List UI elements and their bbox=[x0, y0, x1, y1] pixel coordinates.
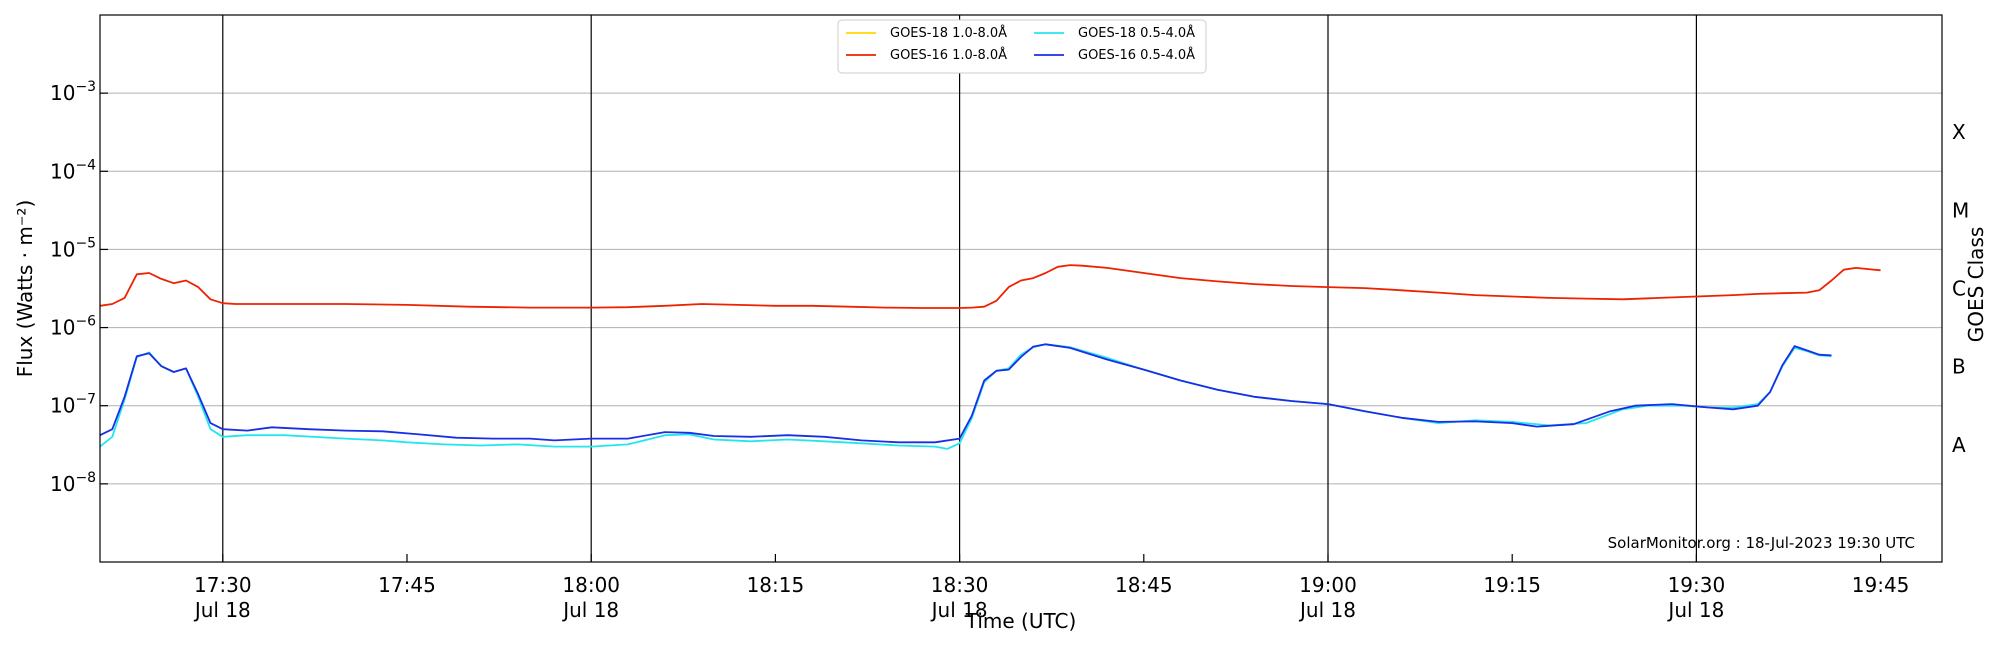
x-tick-date-label: Jul 18 bbox=[1298, 598, 1356, 622]
x-tick-label: 17:30 bbox=[194, 573, 252, 597]
legend: GOES-18 1.0-8.0Å GOES-16 1.0-8.0Å GOES-18 … bbox=[837, 19, 1207, 74]
legend-label: GOES-16 1.0-8.0Å bbox=[890, 47, 1007, 63]
y-axis-title: Flux (Watts · m⁻²) bbox=[13, 200, 37, 378]
time-marker-lines bbox=[222, 15, 1698, 562]
series-line bbox=[99, 264, 1881, 309]
footer-credit: SolarMonitor.org : 18-Jul-2023 19:30 UTC bbox=[1608, 534, 1915, 552]
series-lines bbox=[99, 264, 1881, 450]
goes-class-label: A bbox=[1952, 433, 1966, 457]
y-tick-label: 10−8 bbox=[50, 470, 96, 496]
x-tick-label: 18:00 bbox=[562, 573, 620, 597]
grid-lines bbox=[100, 92, 1942, 485]
x-tick-date-label: Jul 18 bbox=[1666, 598, 1724, 622]
x-tick-label: 19:15 bbox=[1483, 573, 1541, 597]
x-tick-label: 18:30 bbox=[931, 573, 989, 597]
x-tick-label: 18:15 bbox=[747, 573, 805, 597]
y-tick-label: 10−7 bbox=[50, 392, 96, 418]
x-tick-label: 19:45 bbox=[1852, 573, 1910, 597]
goes-class-label: B bbox=[1952, 355, 1966, 379]
goes-class-label: C bbox=[1952, 277, 1966, 301]
y-tick-label: 10−4 bbox=[50, 157, 96, 183]
x-tick-label: 18:45 bbox=[1115, 573, 1173, 597]
legend-label: GOES-16 0.5-4.0Å bbox=[1078, 47, 1195, 63]
series-line bbox=[99, 343, 1832, 444]
x-tick-label: 19:30 bbox=[1668, 573, 1726, 597]
x-tick-date-label: Jul 18 bbox=[930, 598, 988, 622]
legend-label: GOES-18 0.5-4.0Å bbox=[1078, 25, 1195, 41]
x-axis-title: Time (UTC) bbox=[965, 609, 1077, 633]
goes-class-axis-title: GOES Class bbox=[1964, 227, 1988, 343]
y-tick-label: 10−5 bbox=[50, 235, 96, 261]
legend-box bbox=[837, 19, 1207, 74]
goes-class-label: M bbox=[1952, 198, 1969, 222]
y-tick-label: 10−6 bbox=[50, 314, 96, 340]
x-tick-label: 19:00 bbox=[1299, 573, 1357, 597]
goes-class-label: X bbox=[1952, 120, 1966, 144]
legend-label: GOES-18 1.0-8.0Å bbox=[890, 25, 1007, 41]
plot-frame bbox=[99, 14, 1943, 563]
y-tick-label: 10−3 bbox=[50, 79, 96, 105]
x-tick-date-label: Jul 18 bbox=[193, 598, 251, 622]
x-tick-date-label: Jul 18 bbox=[561, 598, 619, 622]
x-tick-label: 17:45 bbox=[378, 573, 436, 597]
